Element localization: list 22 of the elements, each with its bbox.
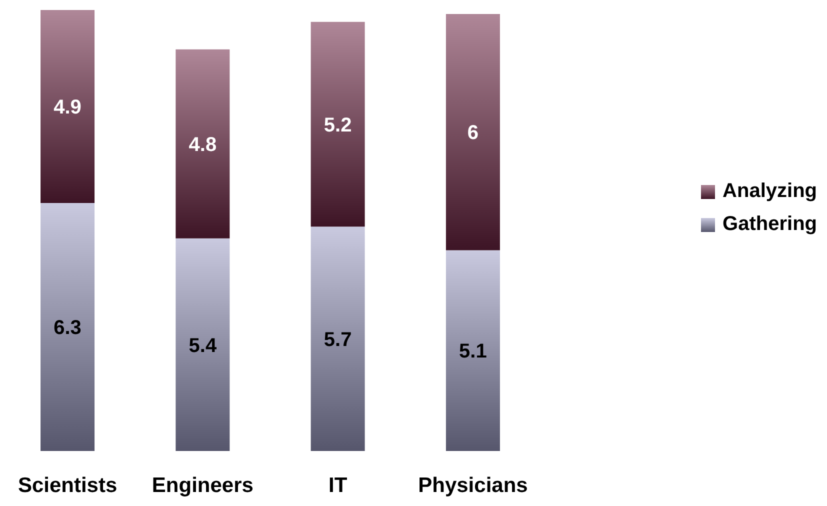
data-label: 5.4 <box>188 334 218 357</box>
data-label: 4.9 <box>54 96 82 119</box>
bar <box>40 202 95 451</box>
x-tick-label: IT <box>328 474 348 497</box>
data-label: 6.3 <box>54 317 82 340</box>
x-tick-label: Scientists <box>18 474 118 497</box>
bar <box>310 226 365 451</box>
data-label: 5.2 <box>324 114 352 136</box>
data-label: 6 <box>467 122 479 144</box>
bar <box>310 22 365 227</box>
bar <box>176 238 230 451</box>
bar <box>40 10 95 203</box>
bar <box>446 14 500 250</box>
bar <box>446 250 500 451</box>
data-label: 5.1 <box>459 340 487 363</box>
legend-label: Analyzing <box>722 180 817 203</box>
data-label: 4.8 <box>188 134 217 156</box>
x-tick-label: Physicians <box>418 474 528 497</box>
x-tick-label: Engineers <box>152 474 254 497</box>
data-label: 5.7 <box>324 328 352 351</box>
bar <box>176 49 230 238</box>
legend-label: Gathering <box>722 213 817 236</box>
